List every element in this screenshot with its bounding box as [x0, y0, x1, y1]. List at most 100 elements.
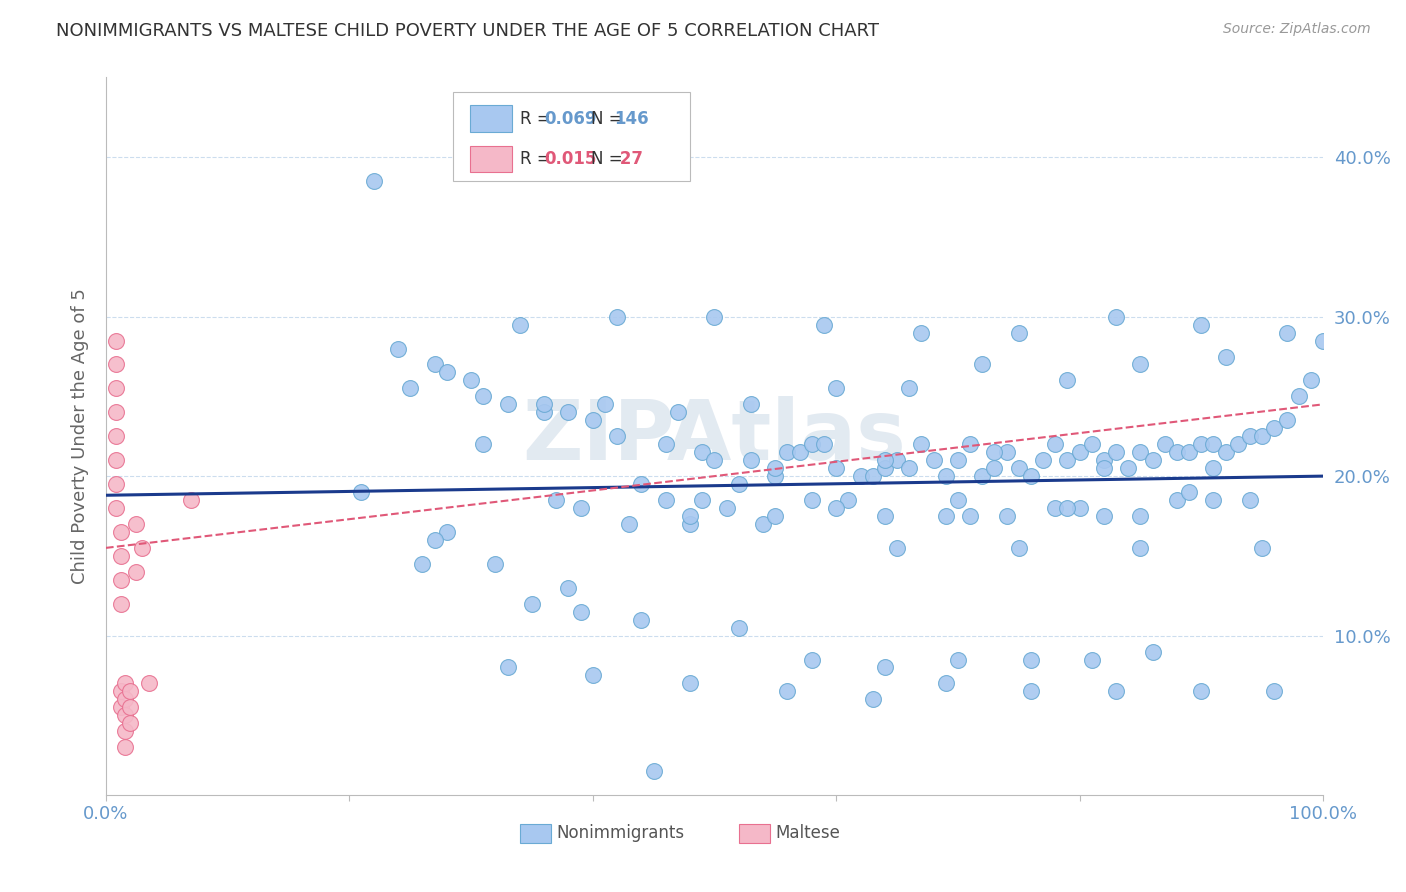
Point — [110, 573, 132, 587]
Point — [946, 493, 969, 508]
Point — [436, 524, 458, 539]
Point — [655, 437, 678, 451]
Point — [1105, 684, 1128, 698]
Point — [120, 684, 142, 698]
Point — [825, 461, 848, 475]
Point — [727, 477, 749, 491]
Point — [1251, 541, 1274, 555]
Point — [180, 493, 202, 508]
Point — [752, 516, 775, 531]
Text: 0.069: 0.069 — [544, 110, 596, 128]
Point — [569, 605, 592, 619]
Point — [460, 373, 482, 387]
Text: Source: ZipAtlas.com: Source: ZipAtlas.com — [1223, 22, 1371, 37]
Point — [1189, 318, 1212, 332]
Point — [1312, 334, 1334, 348]
Point — [995, 508, 1018, 523]
Point — [1116, 461, 1139, 475]
Point — [104, 453, 127, 467]
Point — [946, 453, 969, 467]
Text: R =: R = — [520, 150, 557, 168]
Point — [1142, 644, 1164, 658]
Point — [825, 381, 848, 395]
Point — [120, 700, 142, 714]
Point — [910, 326, 932, 340]
Point — [114, 692, 136, 706]
Point — [643, 764, 665, 779]
Point — [533, 397, 555, 411]
Point — [776, 445, 799, 459]
Point — [496, 397, 519, 411]
Point — [104, 501, 127, 516]
Point — [703, 310, 725, 324]
Point — [886, 453, 908, 467]
Point — [800, 493, 823, 508]
Point — [1239, 493, 1261, 508]
Point — [1202, 461, 1225, 475]
Point — [1129, 445, 1152, 459]
Point — [789, 445, 811, 459]
Point — [679, 516, 702, 531]
Point — [935, 508, 957, 523]
Point — [935, 676, 957, 690]
Point — [873, 660, 896, 674]
Point — [1189, 684, 1212, 698]
Point — [484, 557, 506, 571]
Point — [862, 469, 884, 483]
Point — [1092, 453, 1115, 467]
Point — [114, 740, 136, 755]
Point — [1019, 684, 1042, 698]
Point — [546, 493, 568, 508]
Point — [763, 508, 786, 523]
Point — [679, 676, 702, 690]
Point — [1142, 453, 1164, 467]
Point — [1008, 461, 1031, 475]
Point — [898, 381, 921, 395]
Point — [1202, 437, 1225, 451]
Point — [690, 445, 713, 459]
Point — [995, 445, 1018, 459]
Point — [1202, 493, 1225, 508]
Point — [763, 469, 786, 483]
Point — [533, 405, 555, 419]
Point — [837, 493, 859, 508]
Point — [110, 700, 132, 714]
Point — [1105, 310, 1128, 324]
Text: NONIMMIGRANTS VS MALTESE CHILD POVERTY UNDER THE AGE OF 5 CORRELATION CHART: NONIMMIGRANTS VS MALTESE CHILD POVERTY U… — [56, 22, 879, 40]
Point — [873, 508, 896, 523]
Point — [776, 684, 799, 698]
Point — [1056, 453, 1078, 467]
Text: Nonimmigrants: Nonimmigrants — [557, 824, 685, 842]
Point — [910, 437, 932, 451]
Point — [1129, 358, 1152, 372]
Point — [1178, 445, 1201, 459]
Point — [436, 366, 458, 380]
Point — [110, 684, 132, 698]
Point — [1081, 437, 1104, 451]
Text: 0.015: 0.015 — [544, 150, 596, 168]
Point — [1189, 437, 1212, 451]
Point — [363, 174, 385, 188]
Point — [886, 541, 908, 555]
Point — [630, 477, 652, 491]
Point — [557, 405, 579, 419]
Point — [972, 358, 994, 372]
Point — [423, 533, 446, 547]
Point — [1166, 493, 1188, 508]
Text: 146: 146 — [614, 110, 650, 128]
Point — [131, 541, 153, 555]
Point — [655, 493, 678, 508]
Point — [1032, 453, 1054, 467]
Point — [399, 381, 422, 395]
Point — [1129, 508, 1152, 523]
Text: N =: N = — [591, 150, 627, 168]
Point — [825, 501, 848, 516]
Point — [959, 508, 981, 523]
Point — [472, 437, 495, 451]
Point — [423, 358, 446, 372]
Point — [138, 676, 160, 690]
Point — [593, 397, 616, 411]
Text: ZIPAtlas: ZIPAtlas — [523, 396, 907, 476]
Point — [849, 469, 872, 483]
Point — [619, 516, 641, 531]
